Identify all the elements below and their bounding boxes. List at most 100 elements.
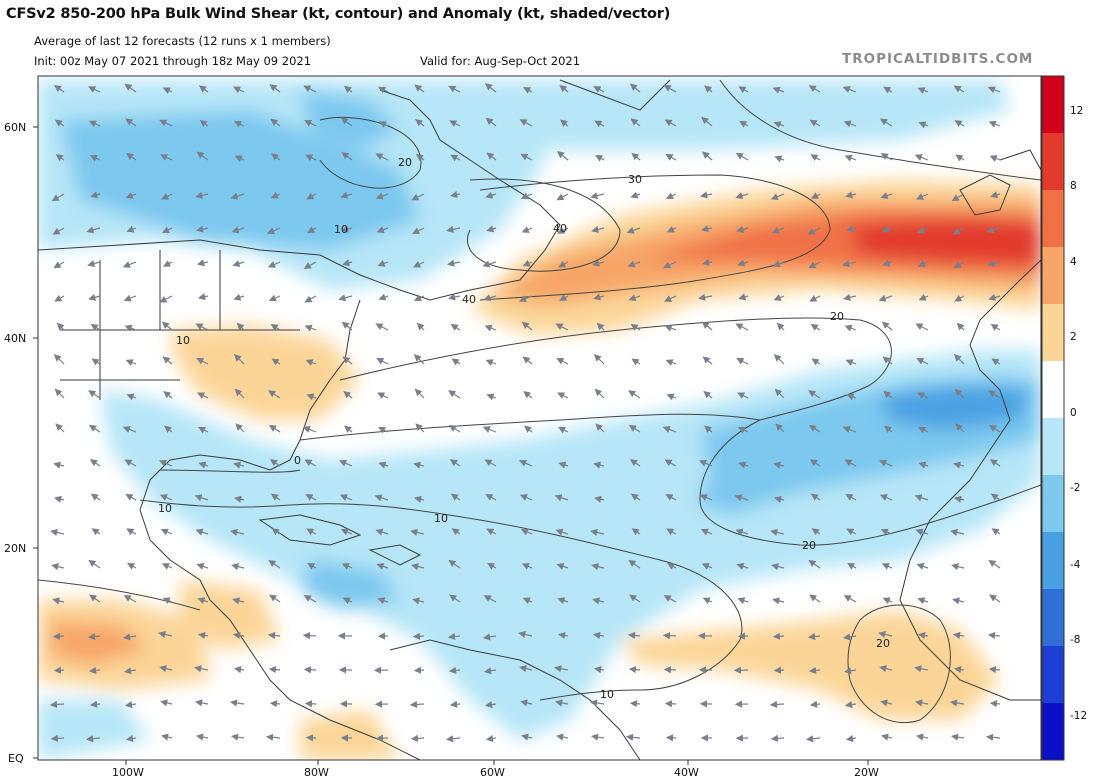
wind-vector	[914, 665, 929, 673]
wind-vector	[883, 390, 893, 399]
wind-vector	[882, 259, 893, 267]
wind-vector	[52, 597, 65, 605]
wind-vector	[519, 665, 533, 673]
wind-vector	[124, 701, 137, 709]
wind-vector	[810, 192, 821, 199]
wind-vector	[230, 192, 245, 200]
wind-vector	[522, 259, 533, 267]
wind-vector	[230, 528, 245, 536]
wind-vector	[519, 459, 533, 467]
colorbar-swatch	[1042, 133, 1064, 191]
wind-vector	[304, 459, 317, 467]
wind-vector	[631, 152, 641, 161]
wind-vector	[160, 154, 173, 161]
wind-vector	[700, 528, 713, 536]
wind-vector	[773, 666, 785, 674]
wind-vector	[522, 597, 533, 605]
wind-vector	[88, 559, 101, 569]
wind-vector	[556, 733, 569, 741]
wind-vector	[235, 423, 245, 433]
wind-vector	[988, 559, 1001, 569]
wind-vector	[265, 733, 281, 741]
wind-vector	[485, 117, 497, 127]
wind-vector	[196, 358, 209, 365]
wind-vector	[195, 699, 209, 707]
wind-vector	[88, 293, 101, 301]
wind-vector	[375, 153, 389, 161]
wind-vector	[559, 294, 569, 301]
wind-vector	[916, 563, 929, 570]
wind-vector	[378, 426, 389, 434]
wind-vector	[736, 225, 749, 233]
wind-vector	[269, 459, 281, 467]
wind-vector	[884, 425, 893, 433]
colorbar-label: 0	[1070, 407, 1077, 419]
wind-vector	[195, 323, 209, 331]
wind-vector	[161, 193, 173, 200]
wind-vector	[414, 495, 425, 503]
wind-vector	[735, 528, 749, 536]
wind-vector	[843, 595, 857, 603]
wind-vector	[559, 84, 569, 93]
wind-vector	[734, 494, 749, 502]
wind-vector	[662, 632, 677, 640]
wind-vector	[881, 321, 893, 331]
wind-vector	[842, 86, 857, 93]
wind-vector	[880, 192, 893, 199]
wind-vector	[629, 594, 641, 603]
wind-vector	[990, 191, 1001, 199]
wind-vector	[952, 597, 965, 605]
wind-vector	[664, 295, 677, 302]
wind-vector	[88, 666, 101, 675]
wind-vector	[591, 225, 605, 233]
wind-vector	[918, 293, 929, 301]
wind-vector	[625, 733, 641, 741]
wind-vector	[305, 154, 317, 162]
wind-vector	[375, 192, 389, 200]
wind-vector	[701, 563, 713, 570]
wind-vector	[125, 494, 137, 501]
wind-vector	[554, 494, 569, 502]
wind-vector	[52, 632, 65, 640]
wind-vector	[483, 294, 497, 302]
wind-vector	[518, 295, 533, 303]
wind-vector	[161, 321, 173, 331]
contour-label: 10	[176, 334, 190, 347]
wind-vector	[374, 494, 389, 502]
wind-vector	[482, 426, 497, 433]
wind-vector	[770, 193, 785, 200]
wind-vector	[987, 86, 1001, 94]
wind-vector	[664, 324, 677, 332]
wind-vector	[735, 192, 749, 200]
wind-vector	[341, 563, 353, 570]
colorbar-swatch	[1042, 190, 1064, 248]
wind-vector	[735, 152, 749, 161]
wind-vector	[739, 120, 749, 128]
wind-vector	[809, 119, 821, 127]
wind-vector	[304, 120, 317, 127]
wind-vector	[842, 260, 857, 268]
wind-vector	[701, 116, 713, 127]
wind-vector	[845, 191, 857, 199]
wind-vector	[122, 633, 137, 641]
wind-vector	[954, 495, 965, 503]
contour-label: 40	[553, 222, 567, 235]
wind-vector	[343, 390, 353, 399]
wind-vector	[54, 294, 65, 302]
wind-vector	[523, 87, 533, 94]
wind-vector	[340, 528, 353, 536]
wind-vector	[702, 597, 713, 605]
wind-vector	[950, 528, 965, 536]
wind-vectors	[49, 83, 1001, 743]
wind-vector	[56, 322, 65, 331]
wind-vector	[807, 227, 821, 235]
wind-vector	[627, 260, 641, 268]
wind-vector	[589, 699, 605, 707]
wind-vector	[413, 294, 425, 301]
wind-vector	[125, 734, 137, 743]
wind-vector	[809, 700, 821, 708]
wind-vector	[987, 260, 1001, 268]
wind-vector	[376, 358, 389, 365]
wind-vector	[953, 353, 965, 365]
colorbar-swatch	[1042, 703, 1064, 761]
